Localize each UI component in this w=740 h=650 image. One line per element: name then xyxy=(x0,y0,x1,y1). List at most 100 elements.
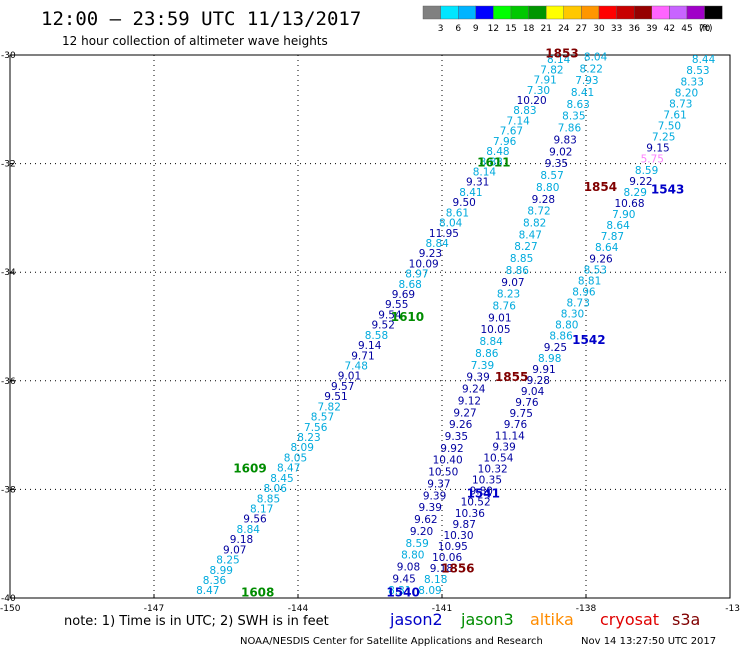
wave-height-value: 7.93 xyxy=(575,75,598,87)
wave-height-value: 8.23 xyxy=(497,289,520,301)
wave-height-value: 8.23 xyxy=(297,432,320,444)
wave-height-value: 8.80 xyxy=(555,320,578,332)
legend-swatch xyxy=(458,5,477,20)
wave-height-value: 8.09 xyxy=(291,442,314,454)
pass-time-label: 1541 xyxy=(467,487,500,501)
wave-height-value: 9.01 xyxy=(338,371,361,383)
wave-height-value: 8.04 xyxy=(439,218,463,230)
wave-height-value: 10.52 xyxy=(461,497,491,509)
wave-height-value: 8.14 xyxy=(547,54,571,66)
wave-height-value: 11.95 xyxy=(429,228,459,240)
wave-height-value: 9.76 xyxy=(504,419,528,431)
legend-swatch xyxy=(440,5,459,20)
wave-height-value: 8.64 xyxy=(595,242,619,254)
x-tick-label: -147 xyxy=(144,604,164,614)
legend-label: 39 xyxy=(646,24,658,34)
pass-time-label: 1543 xyxy=(651,182,684,196)
wave-height-value: 8.41 xyxy=(459,187,482,199)
satellite-altika: altika xyxy=(530,610,574,629)
wave-height-value: 9.75 xyxy=(510,408,533,420)
wave-height-value: 8.83 xyxy=(513,105,536,117)
wave-height-value: 9.07 xyxy=(501,277,524,289)
wave-height-value: 8.68 xyxy=(398,279,421,291)
wave-height-value: 10.20 xyxy=(517,95,547,107)
wave-height-value: 8.73 xyxy=(669,98,692,110)
wave-height-value: 8.96 xyxy=(572,286,596,298)
wave-height-value: 8.41 xyxy=(571,87,594,99)
wave-height-value: 7.25 xyxy=(652,132,675,144)
wave-height-value: 9.02 xyxy=(549,146,572,158)
y-tick-label: -40 xyxy=(1,594,16,604)
legend-swatch xyxy=(616,5,635,20)
wave-height-value: 10.95 xyxy=(438,541,468,553)
legend-label: 3 xyxy=(438,24,444,34)
wave-height-value: 7.56 xyxy=(304,422,328,434)
y-axis-ticks: -30 -32 -34 -36 -38 -40 xyxy=(1,51,16,604)
legend-swatch xyxy=(704,5,723,20)
wave-height-value: 8.97 xyxy=(405,269,428,281)
pass-time-labels: 1853 1611 1854 1543 1610 1542 1855 1609 1541 1856… xyxy=(233,47,684,600)
wave-height-value: 9.04 xyxy=(521,386,545,398)
wave-height-value: 9.28 xyxy=(532,194,555,206)
wave-height-value: 9.18 xyxy=(430,563,453,575)
wave-height-value: 9.69 xyxy=(392,289,415,301)
wave-height-value: 9.56 xyxy=(243,514,267,526)
wave-height-value: 8.30 xyxy=(561,309,584,321)
chart-title: 12:00 — 23:59 UTC 11/13/2017 xyxy=(41,8,361,30)
wave-height-value: 9.22 xyxy=(629,176,652,188)
pass-time-label: 1542 xyxy=(572,333,605,347)
wave-height-value: 8.47 xyxy=(196,585,219,597)
legend-swatch xyxy=(528,5,547,20)
legend-label: 6 xyxy=(455,24,461,34)
wave-height-value: 8.53 xyxy=(686,65,709,77)
chart-subtitle: 12 hour collection of altimeter wave hei… xyxy=(62,34,328,48)
pass-time-label: 1609 xyxy=(233,462,266,476)
wave-height-value: 9.07 xyxy=(223,544,246,556)
wave-height-value: 9.26 xyxy=(449,419,473,431)
wave-height-value: 7.96 xyxy=(493,136,517,148)
legend-label: 12 xyxy=(488,24,499,34)
wave-height-value: 8.80 xyxy=(401,550,424,562)
pass-time-label: 1540 xyxy=(386,585,419,599)
wave-height-value: 7.87 xyxy=(601,231,624,243)
wave-height-value: 8.88 xyxy=(479,156,502,168)
wave-height-value: 8.17 xyxy=(250,503,273,515)
wave-height-value: 7.82 xyxy=(318,401,341,413)
wave-height-value: 9.23 xyxy=(419,248,442,260)
wave-height-value: 9.76 xyxy=(515,397,539,409)
pass-time-label: 1608 xyxy=(241,585,274,599)
pass-time-label: 1854 xyxy=(584,180,617,194)
x-axis-ticks: -150 -147 -144 -141 -138 -13 xyxy=(0,594,740,614)
wave-height-value: 7.67 xyxy=(500,126,523,138)
wave-height-value: 9.35 xyxy=(545,158,568,170)
wave-height-value: 8.05 xyxy=(284,452,307,464)
wave-height-value: 8.81 xyxy=(578,275,601,287)
wave-height-value: 8.53 xyxy=(584,264,607,276)
legend-label: 30 xyxy=(593,24,605,34)
wave-height-value: 8.98 xyxy=(538,353,561,365)
grid-lines xyxy=(10,55,730,598)
wave-height-value: 9.92 xyxy=(440,443,463,455)
pass-time-label: 1853 xyxy=(545,47,578,61)
wave-height-value: 9.54 xyxy=(378,309,402,321)
wave-height-value: 7.30 xyxy=(527,85,550,97)
wave-height-value: 8.72 xyxy=(527,206,550,218)
wave-height-value: 8.06 xyxy=(264,483,288,495)
wave-height-value: 8.61 xyxy=(446,207,469,219)
legend-swatch xyxy=(686,5,705,20)
credit: NOAA/NESDIS Center for Satellite Applica… xyxy=(240,636,543,647)
wave-height-value: 9.62 xyxy=(414,514,437,526)
legend-swatch xyxy=(581,5,600,20)
wave-height-value: 9.25 xyxy=(544,342,567,354)
legend-swatch xyxy=(634,5,653,20)
wave-height-value: 8.85 xyxy=(510,253,533,265)
wave-height-value: 7.86 xyxy=(558,123,582,135)
wave-height-value: 8.86 xyxy=(475,348,499,360)
wave-height-value: 10.35 xyxy=(472,475,502,487)
wave-height-value: 8.84 xyxy=(479,336,503,348)
wave-height-value: 9.39 xyxy=(492,441,515,453)
wave-height-value: 8.76 xyxy=(493,301,517,313)
wave-height-value: 8.63 xyxy=(566,99,589,111)
wave-height-value: 9.51 xyxy=(324,391,347,403)
